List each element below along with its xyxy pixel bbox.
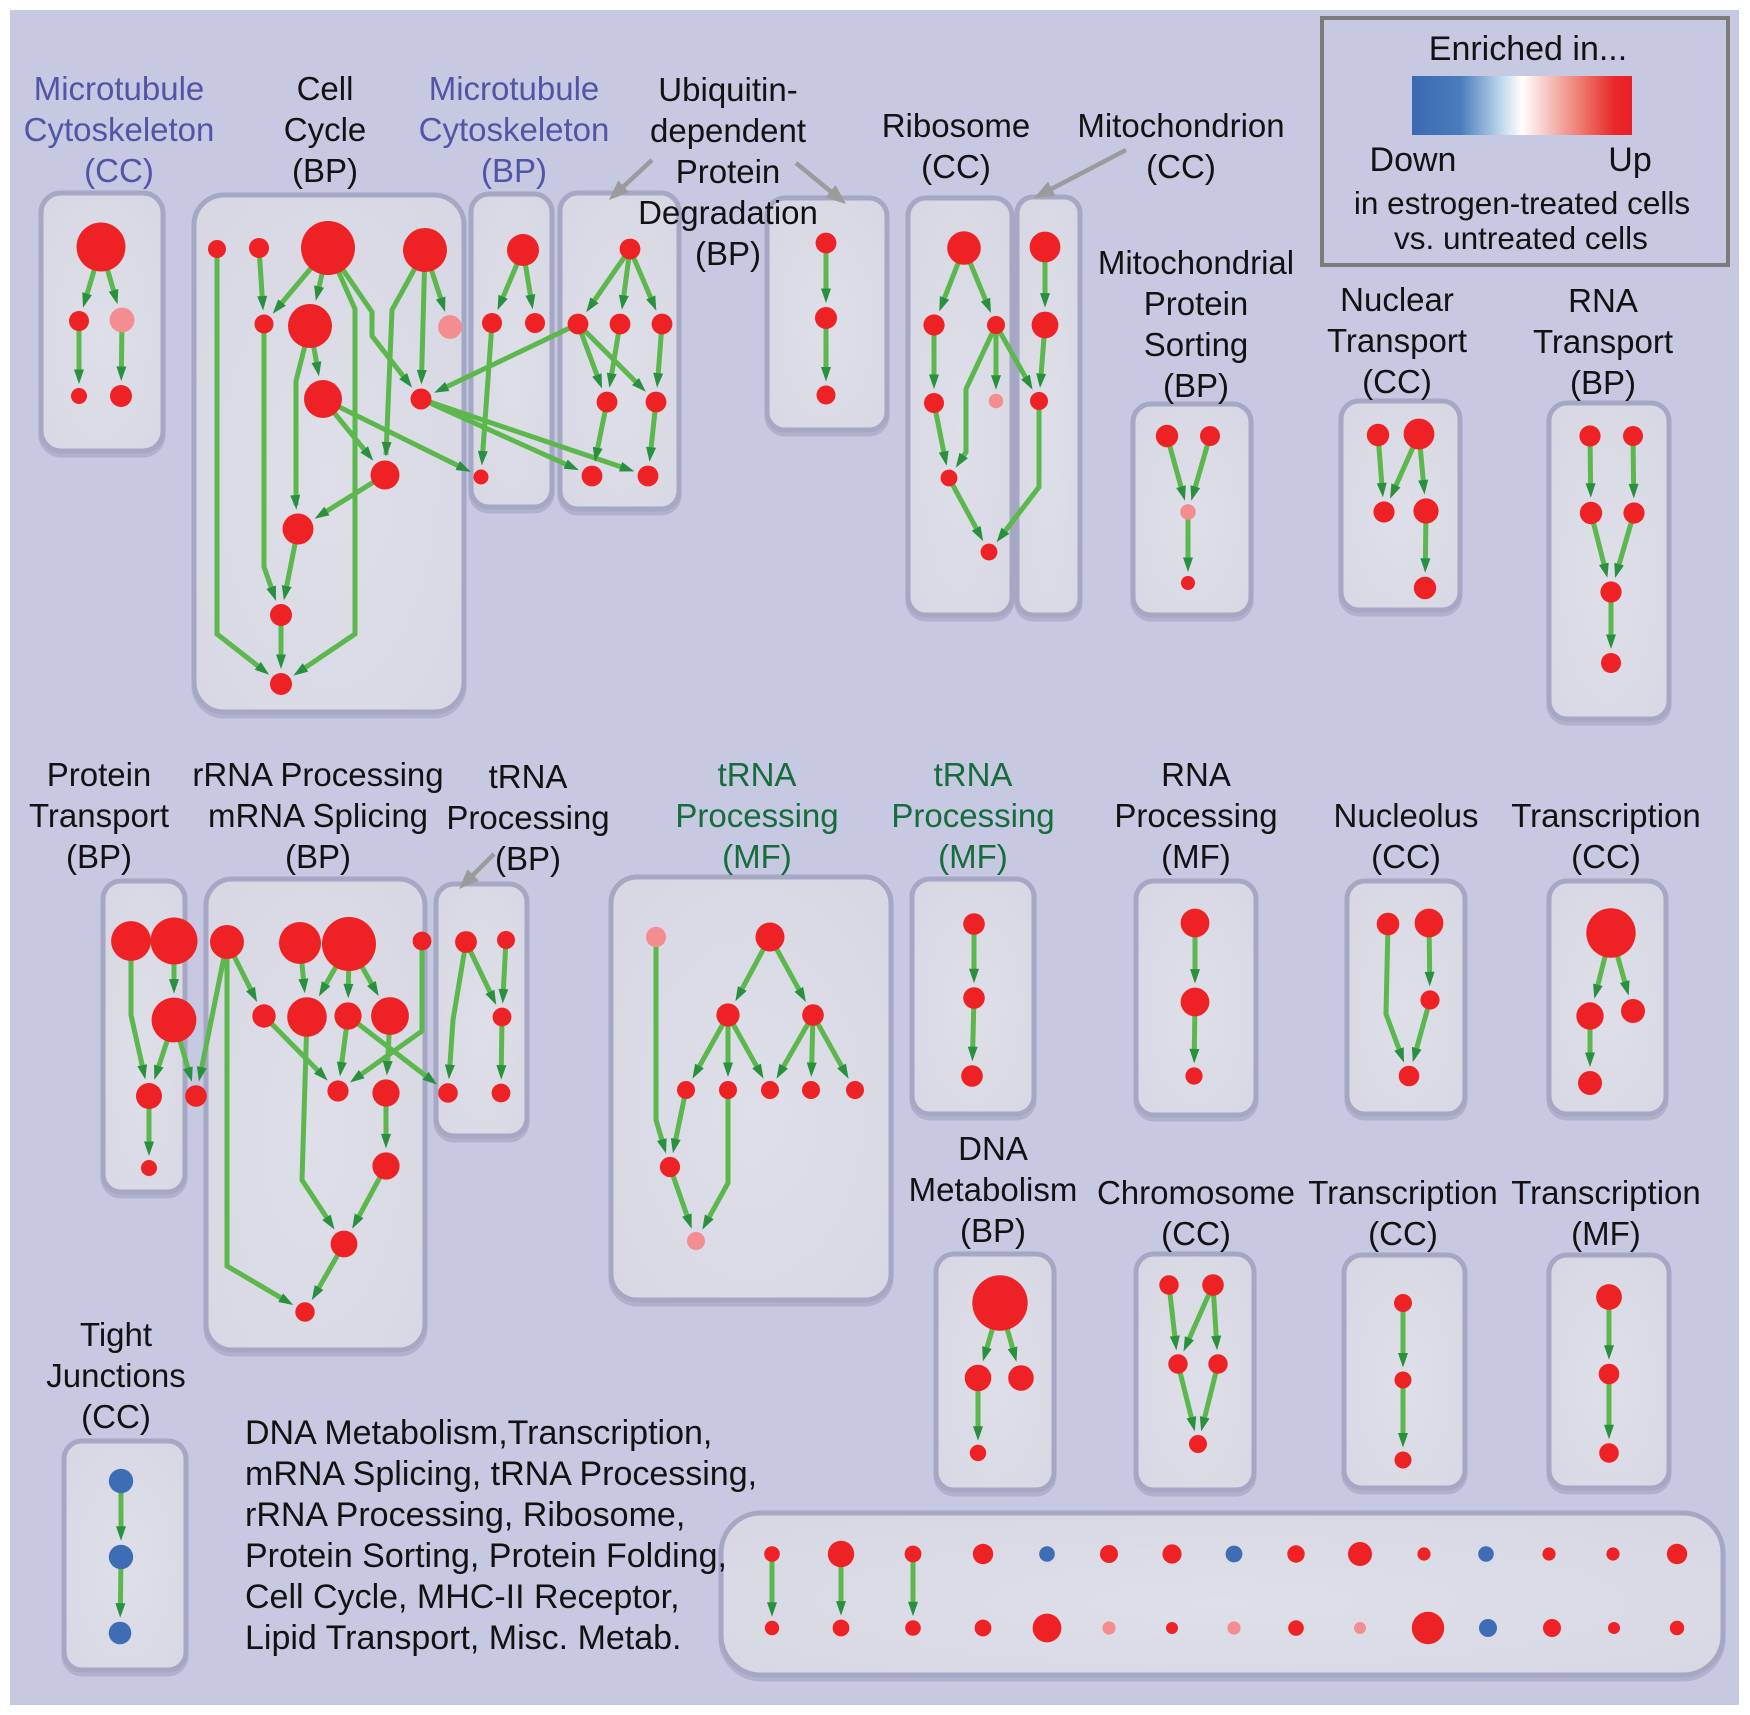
svg-text:RNA: RNA	[1161, 756, 1231, 793]
svg-text:DNA Metabolism,Transcription,: DNA Metabolism,Transcription,	[245, 1414, 712, 1452]
svg-text:(BP): (BP)	[66, 838, 132, 875]
svg-text:(CC): (CC)	[1371, 838, 1441, 875]
svg-text:Protein: Protein	[676, 153, 781, 190]
svg-text:Nucleolus: Nucleolus	[1334, 797, 1479, 834]
svg-text:(CC): (CC)	[1571, 838, 1641, 875]
svg-text:Down: Down	[1370, 141, 1457, 179]
svg-text:Cycle: Cycle	[284, 111, 367, 148]
svg-text:Cytoskeleton: Cytoskeleton	[419, 111, 610, 148]
svg-text:Transcription: Transcription	[1511, 1174, 1701, 1211]
svg-text:Microtubule: Microtubule	[429, 70, 600, 107]
svg-text:Lipid Transport, Misc. Metab.: Lipid Transport, Misc. Metab.	[245, 1619, 682, 1657]
svg-text:rRNA Processing: rRNA Processing	[192, 756, 443, 793]
svg-text:Protein: Protein	[47, 756, 152, 793]
svg-text:Chromosome: Chromosome	[1097, 1174, 1295, 1211]
svg-text:Ubiquitin-: Ubiquitin-	[658, 71, 797, 108]
svg-text:(BP): (BP)	[495, 840, 561, 877]
svg-text:Sorting: Sorting	[1144, 326, 1249, 363]
svg-text:Enriched in...: Enriched in...	[1429, 30, 1627, 68]
svg-text:Ribosome: Ribosome	[882, 107, 1031, 144]
svg-text:Processing: Processing	[675, 797, 838, 834]
svg-text:(MF): (MF)	[722, 838, 792, 875]
svg-text:(BP): (BP)	[285, 838, 351, 875]
svg-text:(BP): (BP)	[1163, 367, 1229, 404]
svg-text:in estrogen-treated cells: in estrogen-treated cells	[1354, 185, 1690, 221]
svg-text:DNA: DNA	[958, 1130, 1028, 1167]
svg-text:Processing: Processing	[1114, 797, 1277, 834]
svg-text:(BP): (BP)	[1570, 364, 1636, 401]
svg-text:(MF): (MF)	[1161, 838, 1231, 875]
svg-text:(CC): (CC)	[1362, 363, 1432, 400]
svg-text:Cell: Cell	[297, 70, 354, 107]
svg-text:Metabolism: Metabolism	[909, 1171, 1078, 1208]
svg-text:Degradation: Degradation	[638, 194, 818, 231]
svg-text:Cell Cycle, MHC-II Receptor,: Cell Cycle, MHC-II Receptor,	[245, 1578, 680, 1616]
svg-text:(BP): (BP)	[695, 235, 761, 272]
svg-text:Cytoskeleton: Cytoskeleton	[24, 111, 215, 148]
svg-text:(CC): (CC)	[1368, 1215, 1438, 1252]
svg-text:(CC): (CC)	[1146, 148, 1216, 185]
svg-text:Junctions: Junctions	[46, 1357, 185, 1394]
svg-text:Microtubule: Microtubule	[34, 70, 205, 107]
svg-text:(CC): (CC)	[1161, 1215, 1231, 1252]
svg-text:Up: Up	[1608, 141, 1651, 179]
svg-text:(CC): (CC)	[81, 1398, 151, 1435]
svg-text:Protein: Protein	[1144, 285, 1249, 322]
svg-text:Transport: Transport	[29, 797, 169, 834]
svg-text:Mitochondrial: Mitochondrial	[1098, 244, 1294, 281]
svg-text:Transcription: Transcription	[1511, 797, 1701, 834]
svg-text:Mitochondrion: Mitochondrion	[1077, 107, 1284, 144]
svg-text:Nuclear: Nuclear	[1340, 281, 1454, 318]
svg-text:mRNA Splicing: mRNA Splicing	[208, 797, 428, 834]
svg-text:tRNA: tRNA	[934, 756, 1013, 793]
svg-text:(BP): (BP)	[292, 152, 358, 189]
svg-text:tRNA: tRNA	[718, 756, 797, 793]
svg-text:RNA: RNA	[1568, 282, 1638, 319]
svg-text:rRNA Processing, Ribosome,: rRNA Processing, Ribosome,	[245, 1496, 685, 1534]
svg-text:Transport: Transport	[1327, 322, 1467, 359]
svg-text:(CC): (CC)	[84, 152, 154, 189]
svg-text:Tight: Tight	[80, 1316, 152, 1353]
svg-text:Protein Sorting, Protein Foldi: Protein Sorting, Protein Folding,	[245, 1537, 727, 1575]
svg-text:(MF): (MF)	[938, 838, 1008, 875]
svg-text:Processing: Processing	[446, 799, 609, 836]
svg-text:(MF): (MF)	[1571, 1215, 1641, 1252]
svg-text:dependent: dependent	[650, 112, 806, 149]
svg-text:(BP): (BP)	[960, 1212, 1026, 1249]
svg-text:(CC): (CC)	[921, 148, 991, 185]
svg-text:Transport: Transport	[1533, 323, 1673, 360]
svg-text:Transcription: Transcription	[1308, 1174, 1498, 1211]
svg-text:(BP): (BP)	[481, 152, 547, 189]
svg-text:mRNA Splicing, tRNA Processing: mRNA Splicing, tRNA Processing,	[245, 1455, 757, 1493]
svg-text:vs. untreated cells: vs. untreated cells	[1394, 220, 1648, 256]
svg-text:tRNA: tRNA	[489, 758, 568, 795]
svg-text:Processing: Processing	[891, 797, 1054, 834]
